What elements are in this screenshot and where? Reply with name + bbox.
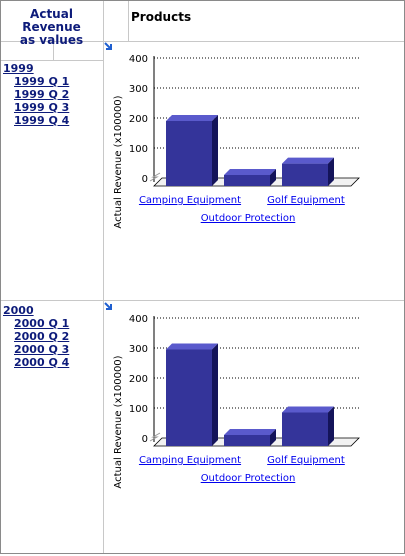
bar-top xyxy=(282,406,334,413)
bar-top xyxy=(224,169,276,175)
bar-golf-equipment[interactable] xyxy=(282,406,334,447)
bar-front[interactable] xyxy=(166,121,212,186)
y-tick-label: 300 xyxy=(129,84,148,95)
bar-golf-equipment[interactable] xyxy=(282,157,334,186)
quarter-link-2000-q1[interactable]: 2000 Q 1 xyxy=(14,317,70,330)
quarter-link-2000-q2[interactable]: 2000 Q 2 xyxy=(14,330,70,343)
column-divider xyxy=(103,1,104,553)
revenue-chart-1999: 0 100 200 300 400 Camping Equipment Outdoor Pr… xyxy=(104,42,404,292)
bar-top xyxy=(282,157,334,164)
axis-break-icon xyxy=(149,172,161,182)
y-tick-label: 100 xyxy=(129,404,148,415)
bar-side xyxy=(212,343,218,446)
bar-front[interactable] xyxy=(224,435,270,446)
subheader-line xyxy=(1,60,103,61)
drill-down-arrow-icon[interactable] xyxy=(104,42,112,50)
bar-outdoor-protection[interactable] xyxy=(224,169,276,186)
bar-side xyxy=(270,429,276,446)
quarter-link-2000-q3[interactable]: 2000 Q 3 xyxy=(14,343,70,356)
axis-break-icon xyxy=(149,432,161,442)
header-subdivider xyxy=(53,41,54,60)
bar-outdoor-protection[interactable] xyxy=(224,429,276,446)
category-link-outdoor-protection[interactable]: Outdoor Protection xyxy=(201,213,296,224)
measure-header: Actual Revenue as values xyxy=(1,1,102,47)
bar-top xyxy=(166,343,218,350)
measure-header-line1: Actual Revenue xyxy=(22,7,81,34)
header-divider xyxy=(128,1,129,41)
y-tick-label: 100 xyxy=(129,144,148,155)
y-tick-label: 200 xyxy=(129,114,148,125)
bar-side xyxy=(328,157,334,186)
year-link-1999[interactable]: 1999 xyxy=(3,62,34,75)
bar-front[interactable] xyxy=(224,175,270,186)
chart-svg: 0 100 200 300 400 Camping Equipment Outdoor Pr… xyxy=(104,302,360,489)
chart-svg: 0 100 200 300 400 Camping Equipment Outdoor Pr… xyxy=(104,42,360,229)
y-tick-label: 400 xyxy=(129,314,148,325)
bar-front[interactable] xyxy=(166,349,212,447)
bar-front[interactable] xyxy=(282,163,328,186)
bar-top xyxy=(224,429,276,435)
bar-side xyxy=(328,406,334,446)
y-tick-label: 300 xyxy=(129,344,148,355)
bar-side xyxy=(270,169,276,186)
bar-front[interactable] xyxy=(282,412,328,447)
y-tick-label: 0 xyxy=(142,434,148,445)
row-divider xyxy=(1,300,404,301)
category-link-camping-equipment[interactable]: Camping Equipment xyxy=(139,455,241,466)
bar-top xyxy=(166,115,218,121)
year-link-2000[interactable]: 2000 xyxy=(3,304,34,317)
quarter-link-1999-q2[interactable]: 1999 Q 2 xyxy=(14,88,70,101)
bar-side xyxy=(212,115,218,186)
category-link-golf-equipment[interactable]: Golf Equipment xyxy=(267,455,345,466)
revenue-chart-2000: 0 100 200 300 400 Camping Equipment Outdoor Pr… xyxy=(104,302,404,552)
y-tick-label: 0 xyxy=(142,174,148,185)
products-header: Products xyxy=(131,10,192,24)
y-tick-label: 200 xyxy=(129,374,148,385)
bar-camping-equipment[interactable] xyxy=(166,343,218,447)
category-link-outdoor-protection[interactable]: Outdoor Protection xyxy=(201,473,296,484)
measure-header-line2: as values xyxy=(19,33,84,47)
quarter-link-1999-q1[interactable]: 1999 Q 1 xyxy=(14,75,70,88)
drill-down-arrow-icon[interactable] xyxy=(104,302,112,310)
y-axis-title: Actual Revenue (x100000) xyxy=(113,95,124,228)
quarter-link-1999-q4[interactable]: 1999 Q 4 xyxy=(14,114,70,127)
category-link-camping-equipment[interactable]: Camping Equipment xyxy=(139,195,241,206)
category-link-golf-equipment[interactable]: Golf Equipment xyxy=(267,195,345,206)
bar-camping-equipment[interactable] xyxy=(166,115,218,186)
y-tick-label: 400 xyxy=(129,54,148,65)
quarter-link-2000-q4[interactable]: 2000 Q 4 xyxy=(14,356,70,369)
header-bottom-line xyxy=(1,41,404,42)
y-axis-title: Actual Revenue (x100000) xyxy=(113,355,124,488)
quarter-link-1999-q3[interactable]: 1999 Q 3 xyxy=(14,101,70,114)
